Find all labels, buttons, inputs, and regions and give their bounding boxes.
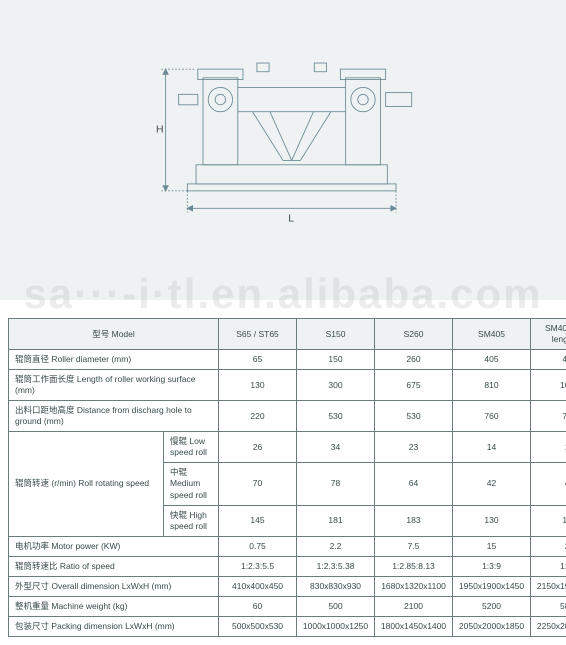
cell: 500 [297,596,375,616]
cell: 1800x1450x1400 [375,616,453,636]
cell: 530 [375,401,453,432]
cell: 220 [219,401,297,432]
cell: 5800 [531,596,566,616]
cell: 26 [219,432,297,463]
cell: 42 [531,463,566,505]
cell: 410x400x450 [219,576,297,596]
spec-table: 型号 Model S65 / ST65 S150 S260 SM405 SM40… [8,318,566,637]
col-header: S150 [297,319,375,350]
row-label: 辊筒工作面长度 Length of roller working surface… [9,370,219,401]
row-label: 辊筒转速比 Ratio of speed [9,556,219,576]
cell: 14 [453,432,531,463]
cell: 830x830x930 [297,576,375,596]
table-row: 出料口距地高度 Distance from discharg hole to g… [9,401,566,432]
cell: 2050x2000x1850 [453,616,531,636]
table-row: 包装尺寸 Packing dimension LxWxH (mm) 500x50… [9,616,566,636]
cell: 2100 [375,596,453,616]
sub-label: 快辊 High speed roll [164,505,219,536]
cell: 2250x2000x1850 [531,616,566,636]
cell: 181 [297,505,375,536]
cell: 65 [219,350,297,370]
cell: 1680x1320x1100 [375,576,453,596]
cell: 2150x1900x1450 [531,576,566,596]
cell: 130 [531,505,566,536]
cell: 60 [219,596,297,616]
cell: 405 [531,350,566,370]
table-row: 辊筒直径 Roller diameter (mm) 65 150 260 405… [9,350,566,370]
cell: 810 [453,370,531,401]
cell: 42 [453,463,531,505]
cell: 7.5 [375,536,453,556]
cell: 260 [375,350,453,370]
cell: 64 [375,463,453,505]
table-row: 整机重量 Machine weight (kg) 60 500 2100 520… [9,596,566,616]
row-label: 包装尺寸 Packing dimension LxWxH (mm) [9,616,219,636]
cell: 1000x1000x1250 [297,616,375,636]
col-header: SM405 (加长lengthen) [531,319,566,350]
cell: 15 [453,536,531,556]
cell: 300 [297,370,375,401]
cell: 183 [375,505,453,536]
diagram-area: H L [0,0,566,300]
table-row: 电机功率 Motor power (KW) 0.75 2.2 7.5 15 22 [9,536,566,556]
sub-label: 慢辊 Low speed roll [164,432,219,463]
cell: 1:2.3:5.38 [297,556,375,576]
table-header-row: 型号 Model S65 / ST65 S150 S260 SM405 SM40… [9,319,566,350]
cell: 2.2 [297,536,375,556]
cell: 1950x1900x1450 [453,576,531,596]
table-row: 外型尺寸 Overall dimension LxWxH (mm) 410x40… [9,576,566,596]
machine-diagram: H L [113,0,453,230]
row-label: 出料口距地高度 Distance from discharg hole to g… [9,401,219,432]
cell: 130 [453,505,531,536]
speed-group-label: 辊筒转速 (r/min) Roll rotating speed [9,432,164,536]
cell: 0.75 [219,536,297,556]
cell: 23 [375,432,453,463]
cell: 145 [219,505,297,536]
table-row: 辊筒转速比 Ratio of speed 1:2.3:5.5 1:2.3:5.3… [9,556,566,576]
cell: 130 [219,370,297,401]
row-label: 电机功率 Motor power (KW) [9,536,219,556]
cell: 150 [297,350,375,370]
cell: 78 [297,463,375,505]
dim-h-label: H [156,125,164,136]
cell: 1:2.3:5.5 [219,556,297,576]
row-label: 辊筒直径 Roller diameter (mm) [9,350,219,370]
cell: 1:2.85:8.13 [375,556,453,576]
cell: 760 [531,401,566,432]
table-row: 辊筒工作面长度 Length of roller working surface… [9,370,566,401]
cell: 22 [531,536,566,556]
spec-table-area: 型号 Model S65 / ST65 S150 S260 SM405 SM40… [0,300,566,645]
dim-l-label: L [288,213,294,224]
cell: 500x500x530 [219,616,297,636]
cell: 1:3:9 [453,556,531,576]
sub-label: 中辊 Medium speed roll [164,463,219,505]
row-label: 整机重量 Machine weight (kg) [9,596,219,616]
col-header: S65 / ST65 [219,319,297,350]
cell: 760 [453,401,531,432]
cell: 70 [219,463,297,505]
col-header: S260 [375,319,453,350]
cell: 1000 [531,370,566,401]
cell: 675 [375,370,453,401]
table-row: 辊筒转速 (r/min) Roll rotating speed 慢辊 Low … [9,432,566,463]
cell: 5200 [453,596,531,616]
cell: 530 [297,401,375,432]
cell: 405 [453,350,531,370]
cell: 34 [297,432,375,463]
model-header: 型号 Model [9,319,219,350]
col-header: SM405 [453,319,531,350]
cell: 1:3:9 [531,556,566,576]
cell: 14 [531,432,566,463]
row-label: 外型尺寸 Overall dimension LxWxH (mm) [9,576,219,596]
